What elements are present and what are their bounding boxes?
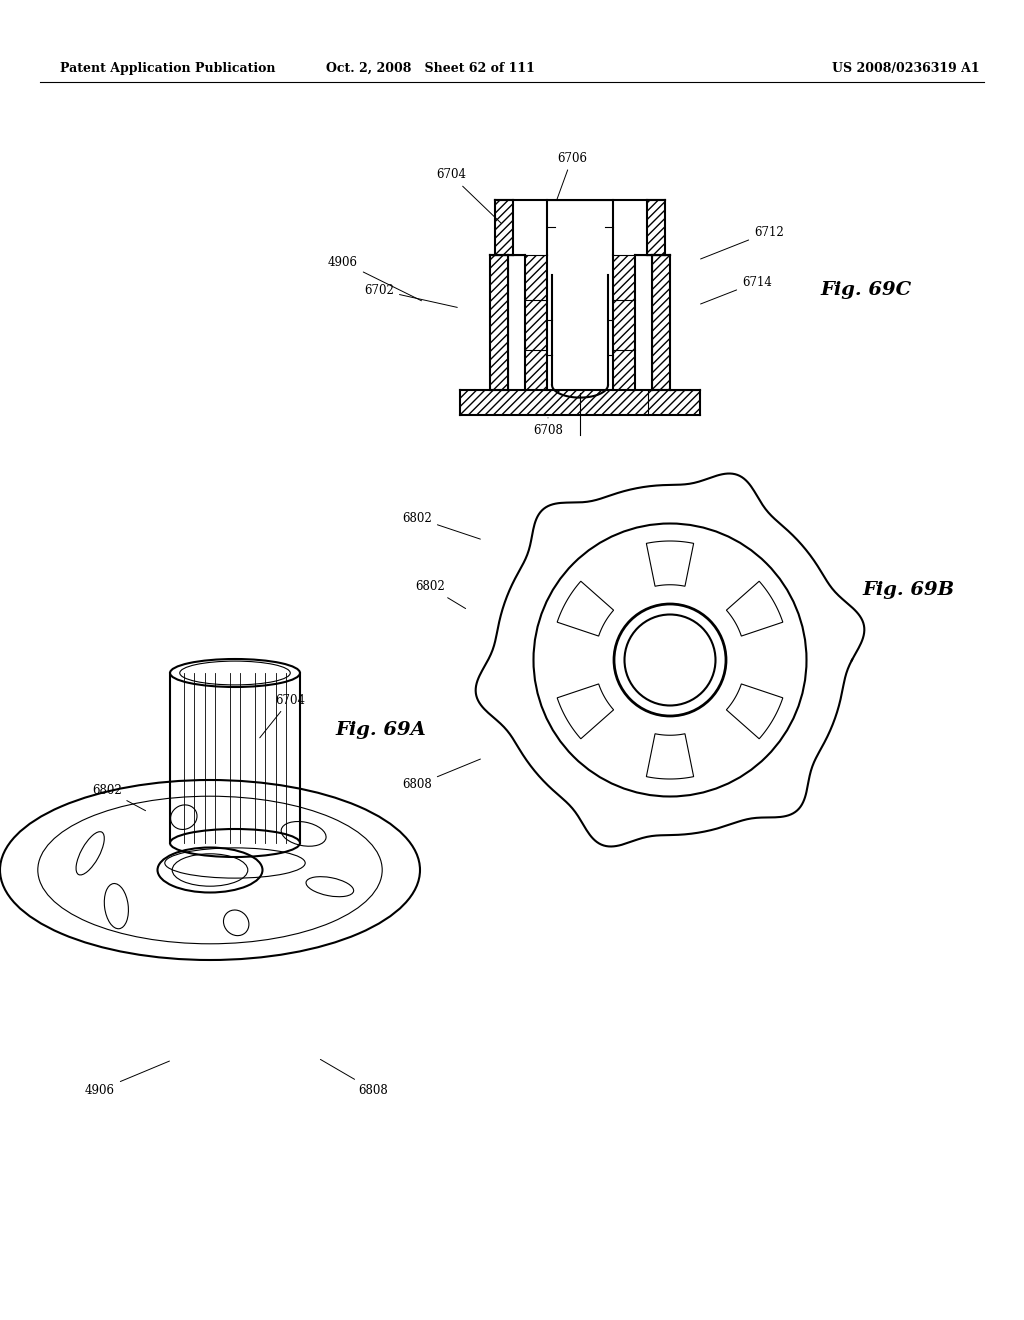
Bar [460, 389, 700, 414]
Text: 4906: 4906 [85, 1061, 169, 1097]
Text: 6802: 6802 [402, 511, 480, 539]
Text: Fig. 69A: Fig. 69A [335, 721, 426, 739]
Text: 6802: 6802 [92, 784, 145, 810]
Bar [495, 201, 513, 255]
Text: Fig. 69C: Fig. 69C [820, 281, 911, 300]
Text: 6712: 6712 [700, 226, 783, 259]
Text: 6802: 6802 [415, 581, 466, 609]
Bar [490, 255, 508, 389]
Text: Patent Application Publication: Patent Application Publication [60, 62, 275, 75]
Text: 4906: 4906 [328, 256, 422, 301]
Text: 6702: 6702 [365, 284, 458, 308]
Text: 6706: 6706 [557, 152, 587, 199]
Text: 6808: 6808 [402, 759, 480, 792]
Text: 6704: 6704 [260, 693, 305, 738]
Bar [647, 201, 665, 255]
Text: Oct. 2, 2008   Sheet 62 of 111: Oct. 2, 2008 Sheet 62 of 111 [326, 62, 535, 75]
Text: 6714: 6714 [700, 276, 772, 304]
Text: 6708: 6708 [534, 417, 563, 437]
Bar [613, 255, 635, 389]
Text: 6808: 6808 [321, 1060, 388, 1097]
Bar [652, 255, 670, 389]
Text: Fig. 69B: Fig. 69B [862, 581, 954, 599]
Bar [525, 255, 547, 389]
Text: US 2008/0236319 A1: US 2008/0236319 A1 [833, 62, 980, 75]
Text: 6704: 6704 [436, 169, 501, 223]
